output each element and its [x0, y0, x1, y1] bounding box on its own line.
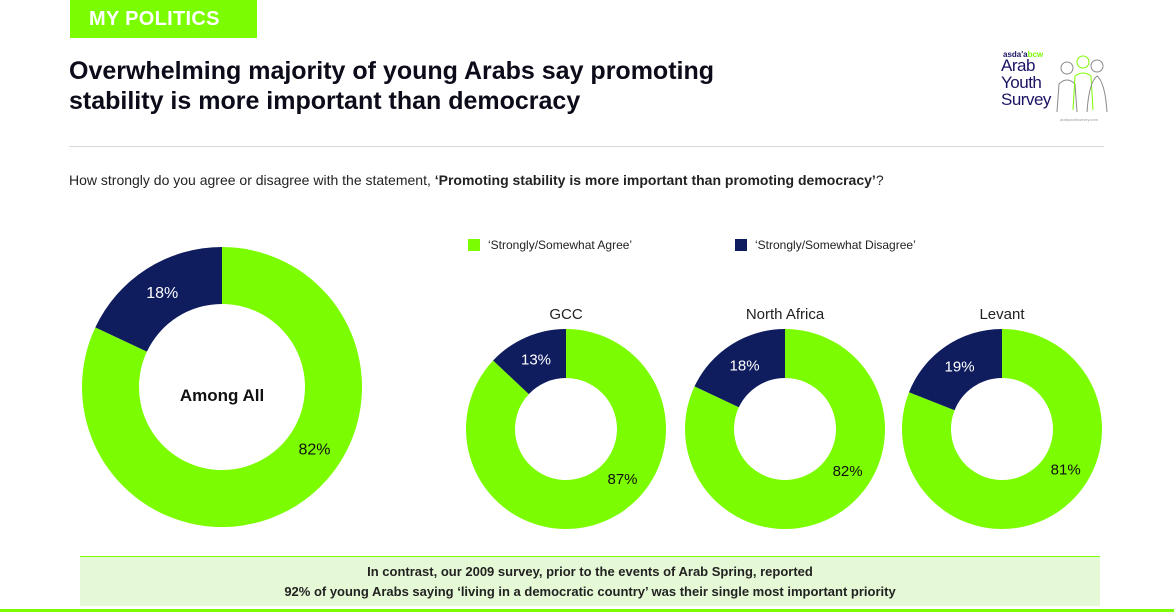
data-label-disagree-gcc: 13% — [521, 352, 551, 369]
data-label-agree-levant: 81% — [1051, 462, 1081, 479]
question-statement: ‘Promoting stability is more important t… — [434, 172, 876, 188]
chart-title-gcc: GCC — [549, 306, 583, 323]
slice-agree-gcc — [465, 329, 666, 529]
arab-youth-survey-logo: asda'abcw Arab Youth Survey arabyouthsur… — [975, 48, 1110, 128]
footer-note-line-2: 92% of young Arabs saying ‘living in a d… — [284, 583, 896, 599]
chart-title-levant: Levant — [979, 306, 1025, 323]
youth-figures-icon — [1056, 55, 1108, 113]
bottom-accent-line — [0, 609, 1174, 612]
logo-word-2: Youth — [1001, 73, 1042, 92]
legend-label-agree: ‘Strongly/Somewhat Agree’ — [488, 238, 633, 252]
question-suffix: ? — [875, 172, 884, 188]
page-title-line-1: Overwhelming majority of young Arabs say… — [69, 57, 715, 85]
section-tag: MY POLITICS — [70, 0, 257, 38]
slice-agree-levant — [902, 329, 1102, 529]
data-label-disagree-north-africa: 18% — [730, 357, 760, 374]
survey-question: How strongly do you agree or disagree wi… — [69, 172, 884, 188]
center-label-among-all: Among All — [180, 386, 264, 405]
data-label-agree-north-africa: 82% — [833, 463, 863, 480]
page-title: Overwhelming majority of young Arabs say… — [69, 56, 829, 116]
footer-note-line-1: In contrast, our 2009 survey, prior to t… — [367, 563, 813, 579]
slice-disagree-among-all — [95, 247, 222, 352]
data-label-agree-among-all: 82% — [298, 441, 330, 458]
page-title-line-2: stability is more important than democra… — [69, 87, 581, 115]
slice-disagree-levant — [909, 329, 1002, 411]
chart-title-north-africa: North Africa — [746, 306, 825, 323]
logo-brand: asda'abcw — [1003, 50, 1044, 59]
slice-disagree-gcc — [493, 329, 566, 395]
legend-item-disagree: ‘Strongly/Somewhat Disagree’ — [735, 237, 916, 253]
question-prefix: How strongly do you agree or disagree wi… — [69, 172, 435, 188]
legend-swatch-disagree — [735, 239, 747, 251]
legend-swatch-agree — [468, 239, 480, 251]
slice-agree-north-africa — [684, 329, 885, 529]
header-divider — [69, 146, 1104, 147]
legend-item-agree: ‘Strongly/Somewhat Agree’ — [468, 237, 632, 253]
data-label-disagree-levant: 19% — [945, 359, 975, 376]
footer-note: In contrast, our 2009 survey, prior to t… — [80, 556, 1100, 606]
data-label-disagree-among-all: 18% — [146, 285, 178, 302]
slice-disagree-north-africa — [694, 329, 785, 408]
slice-agree-among-all — [81, 247, 363, 527]
logo-word-3: Survey — [1001, 90, 1051, 109]
legend-label-disagree: ‘Strongly/Somewhat Disagree’ — [755, 238, 916, 252]
logo-word-1: Arab — [1001, 56, 1035, 75]
data-label-agree-gcc: 87% — [607, 471, 637, 488]
logo-url: arabyouthsurvey.com — [1060, 117, 1098, 122]
